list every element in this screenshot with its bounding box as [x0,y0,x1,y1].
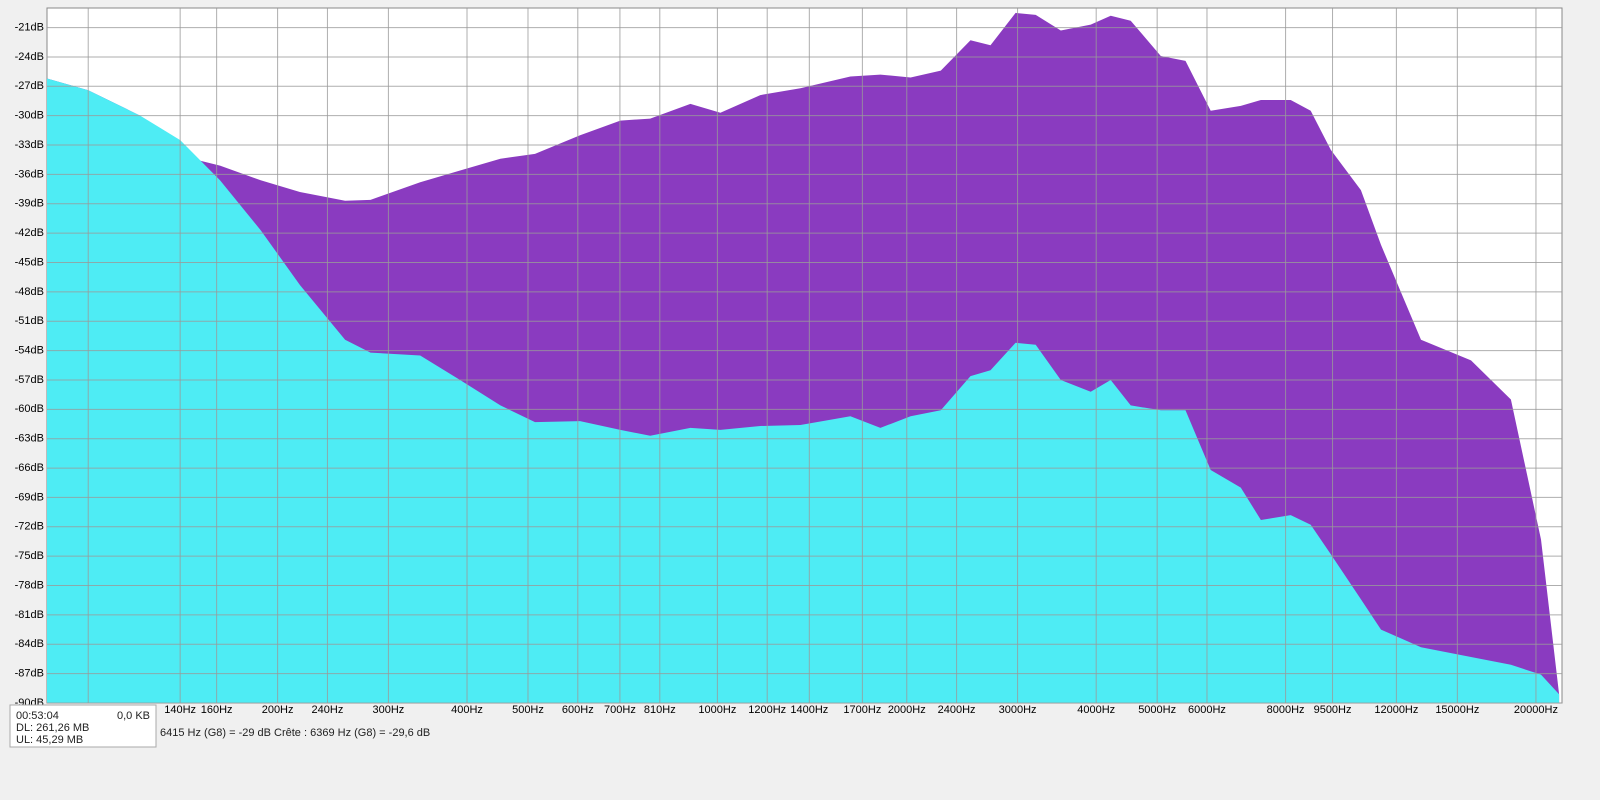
x-tick-label: 3000Hz [999,704,1037,716]
x-tick-label: 4000Hz [1077,704,1115,716]
y-tick-label: -36dB [15,168,44,180]
y-tick-label: -87dB [15,668,44,680]
x-tick-label: 15000Hz [1435,704,1479,716]
y-tick-label: -21dB [15,21,44,33]
x-tick-label: 6000Hz [1188,704,1226,716]
y-tick-label: -81dB [15,609,44,621]
x-tick-label: 1400Hz [790,704,828,716]
x-tick-label: 5000Hz [1138,704,1176,716]
y-tick-label: -27dB [15,80,44,92]
x-tick-label: 2000Hz [888,704,926,716]
x-tick-label: 1700Hz [843,704,881,716]
y-tick-label: -54dB [15,345,44,357]
y-tick-label: -63dB [15,433,44,445]
status-download: DL: 261,26 MB [16,722,89,734]
status-time: 00:53:04 [16,710,59,722]
y-tick-label: -78dB [15,579,44,591]
y-tick-label: -24dB [15,51,44,63]
spectrum-area [47,78,1560,703]
y-tick-label: -75dB [15,550,44,562]
y-tick-label: -84dB [15,638,44,650]
x-tick-label: 8000Hz [1267,704,1305,716]
y-tick-label: -45dB [15,256,44,268]
x-tick-label: 1200Hz [748,704,786,716]
x-tick-label: 810Hz [644,704,676,716]
x-tick-label: 240Hz [312,704,344,716]
x-tick-label: 500Hz [512,704,544,716]
x-tick-label: 20000Hz [1514,704,1558,716]
y-tick-label: -72dB [15,521,44,533]
status-upload: UL: 45,29 MB [16,734,83,746]
x-tick-label: 140Hz [164,704,196,716]
y-tick-label: -60dB [15,403,44,415]
x-tick-label: 700Hz [604,704,636,716]
x-tick-label: 2400Hz [938,704,976,716]
status-size: 0,0 KB [117,710,150,722]
x-tick-label: 300Hz [373,704,405,716]
y-tick-label: -69dB [15,491,44,503]
x-tick-label: 9500Hz [1314,704,1352,716]
y-tick-label: -33dB [15,139,44,151]
x-tick-label: 1000Hz [698,704,736,716]
status-box [9,704,157,748]
y-tick-label: -39dB [15,198,44,210]
x-tick-label: 160Hz [201,704,233,716]
y-tick-label: -57dB [15,374,44,386]
y-tick-label: -30dB [15,110,44,122]
x-tick-label: 200Hz [262,704,294,716]
x-tick-label: 400Hz [451,704,483,716]
y-tick-label: -51dB [15,315,44,327]
status-cursor: 6415 Hz (G8) = -29 dB Crête : 6369 Hz (G… [160,727,430,739]
x-tick-label: 600Hz [562,704,594,716]
y-tick-label: -42dB [15,227,44,239]
x-tick-label: 12000Hz [1374,704,1418,716]
y-tick-label: -66dB [15,462,44,474]
y-tick-label: -48dB [15,286,44,298]
